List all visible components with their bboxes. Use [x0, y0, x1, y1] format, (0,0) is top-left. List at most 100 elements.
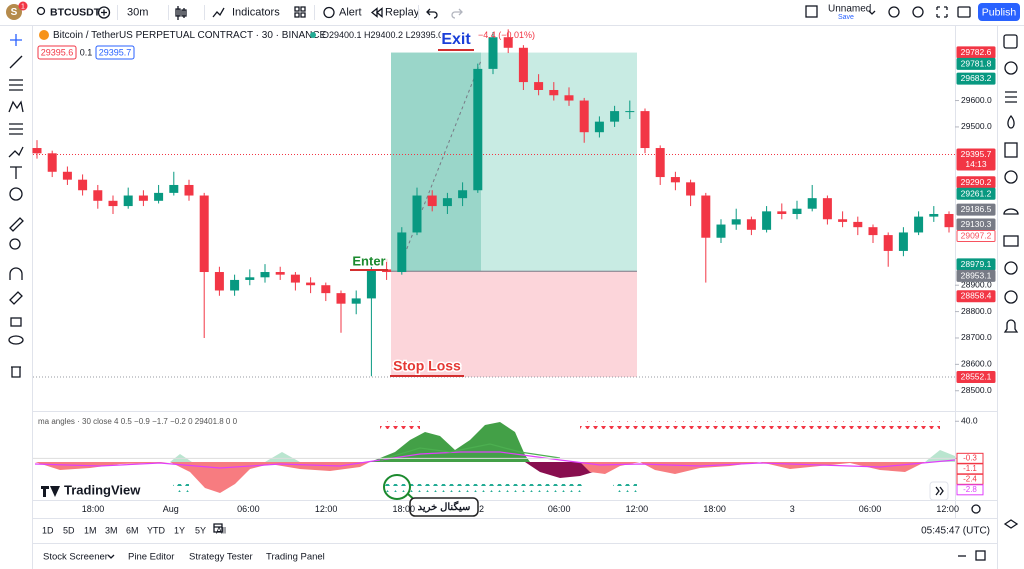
range-button[interactable]: 6M: [126, 525, 139, 535]
delete-tool[interactable]: [11, 366, 21, 378]
streams-icon[interactable]: [1003, 208, 1019, 215]
candle-body: [321, 285, 331, 294]
emoji-tool[interactable]: [9, 187, 23, 201]
indicators-button[interactable]: Indicators: [232, 6, 280, 18]
magnet-tool[interactable]: [9, 267, 23, 280]
panel-tab[interactable]: Pine Editor: [128, 552, 174, 563]
panel-tab[interactable]: Strategy Tester: [189, 552, 253, 563]
brush-tool[interactable]: [8, 146, 24, 158]
candle-body: [883, 235, 893, 251]
calendar-icon[interactable]: [1004, 142, 1018, 158]
range-button[interactable]: 1D: [42, 525, 54, 535]
templates-icon[interactable]: [294, 6, 306, 18]
zoom-tool[interactable]: [9, 238, 21, 250]
chats-icon[interactable]: [1003, 235, 1019, 247]
enter-label: Enter: [352, 253, 385, 268]
ask-box[interactable]: [95, 45, 135, 60]
range-button[interactable]: All: [216, 525, 226, 535]
candle-body: [670, 177, 680, 183]
layout-menu[interactable]: [868, 10, 876, 15]
layout-name[interactable]: Unnamed: [828, 4, 871, 15]
replay-icon[interactable]: [370, 7, 383, 18]
bell-icon[interactable]: [1003, 319, 1019, 333]
undo-icon[interactable]: [426, 8, 438, 19]
quick-search-icon[interactable]: [888, 6, 900, 18]
search-icon[interactable]: [36, 6, 46, 16]
fullscreen-layout-icon[interactable]: [805, 5, 818, 18]
lock-draw-tool[interactable]: [9, 291, 23, 305]
alerts-icon[interactable]: [1004, 61, 1018, 75]
axis-settings-icon[interactable]: [971, 504, 981, 514]
candle-body: [762, 211, 772, 230]
text-tool[interactable]: [10, 166, 22, 179]
range-button[interactable]: 5Y: [195, 525, 206, 535]
indicators-icon[interactable]: [212, 7, 225, 18]
candle-body: [108, 200, 118, 207]
notifications-icon[interactable]: [1004, 290, 1018, 304]
panel-tab[interactable]: Stock Screener: [43, 552, 108, 563]
settings-icon[interactable]: [912, 6, 924, 18]
range-button[interactable]: 5D: [63, 525, 75, 535]
y-tick-label: 28800.0: [961, 306, 992, 316]
stop-loss-label: Stop Loss: [393, 358, 461, 374]
redo-icon[interactable]: [451, 8, 463, 19]
bid-box[interactable]: [37, 45, 77, 60]
panel-tab[interactable]: Trading Panel: [266, 552, 325, 563]
trendline-tool[interactable]: [9, 55, 23, 69]
candle-body: [655, 148, 665, 178]
data-window-icon[interactable]: [1005, 91, 1017, 103]
time-label: 06:00: [237, 504, 260, 514]
candle-body: [412, 195, 422, 233]
candle-body: [701, 195, 711, 238]
chart-type-icon[interactable]: [175, 6, 187, 20]
screenshot-icon[interactable]: [957, 6, 971, 18]
watchlist-icon[interactable]: [1003, 34, 1018, 49]
screener-menu[interactable]: [107, 554, 115, 559]
badge: [18, 1, 28, 11]
maximize-panel[interactable]: [975, 550, 986, 561]
time-label: 12:00: [936, 504, 959, 514]
candle-body: [686, 182, 696, 196]
range-button[interactable]: 1Y: [174, 525, 185, 535]
candle-body: [594, 121, 604, 133]
buy-markers: [383, 484, 583, 492]
alert-button[interactable]: Alert: [339, 6, 362, 18]
indicator-pane: ma angles · 30 close 4 0.5 −0.9 −1.7 −0.…: [34, 417, 956, 517]
candle-body: [366, 269, 376, 299]
sell-markers: [580, 421, 640, 429]
date-range-icon[interactable]: [213, 523, 223, 533]
lock-tool[interactable]: [10, 317, 22, 327]
visibility-tool[interactable]: [8, 335, 24, 345]
fullscreen-icon[interactable]: [936, 6, 948, 18]
prediction-tool[interactable]: [9, 123, 23, 135]
crosshair-tool[interactable]: [10, 34, 22, 46]
price-label-text: 29782.6: [961, 47, 992, 57]
fib-tool[interactable]: [9, 79, 23, 91]
alert-icon[interactable]: [323, 6, 335, 19]
publish-button[interactable]: [978, 3, 1020, 21]
range-button[interactable]: 1M: [84, 525, 97, 535]
candle-body: [245, 277, 255, 280]
compare-icon[interactable]: [97, 6, 111, 19]
candle-body: [169, 184, 179, 193]
pattern-tool[interactable]: [8, 100, 24, 113]
hotlists-icon[interactable]: [1007, 114, 1015, 129]
time-label: 06:00: [859, 504, 882, 514]
replay-button[interactable]: Replay: [385, 6, 420, 18]
interval[interactable]: 30m: [127, 6, 148, 18]
symbol-legend: Bitcoin / TetherUS PERPETUAL CONTRACT · …: [37, 30, 535, 60]
range-button[interactable]: YTD: [147, 525, 166, 535]
ideas-icon[interactable]: [1004, 170, 1018, 184]
change-value: −4.4 (−0.01%): [478, 30, 535, 40]
symbol[interactable]: BTCUSDT: [50, 6, 101, 18]
signal-callout: [409, 497, 479, 517]
ruler-tool[interactable]: [9, 217, 24, 232]
bid-price: 29395.6: [41, 47, 74, 57]
range-button[interactable]: 3M: [105, 525, 118, 535]
help-icon[interactable]: [1004, 261, 1018, 275]
layers-icon[interactable]: [1003, 519, 1019, 529]
avatar[interactable]: [6, 4, 22, 20]
